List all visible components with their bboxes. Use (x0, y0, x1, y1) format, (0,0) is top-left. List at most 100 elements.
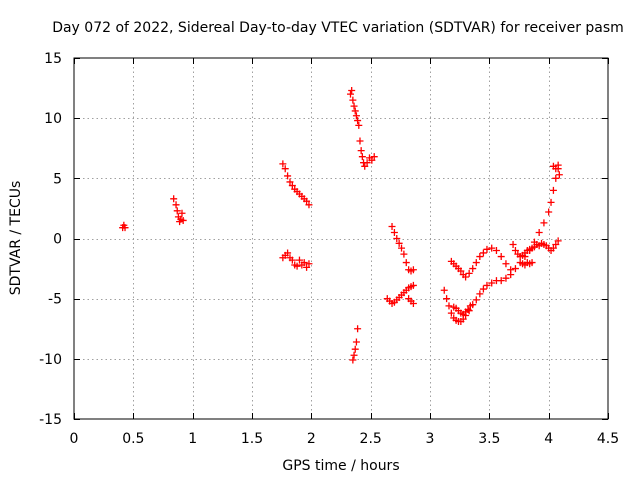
data-point (368, 156, 376, 164)
y-tick-labels: -15 -10 -5 0 5 10 15 (39, 51, 62, 428)
data-point (509, 241, 517, 249)
data-point (349, 356, 357, 364)
data-point (472, 296, 480, 304)
series-arc-3 (279, 160, 313, 209)
data-point (492, 247, 500, 255)
series-arc-15 (549, 161, 563, 179)
data-point (497, 277, 505, 285)
data-point (295, 256, 303, 264)
data-point (170, 195, 178, 203)
data-point (409, 281, 417, 289)
data-point (464, 305, 472, 313)
data-point (479, 285, 487, 293)
series-arc-5 (346, 86, 378, 170)
data-point (173, 207, 181, 215)
data-point (395, 239, 403, 247)
data-point (121, 224, 129, 232)
data-point (552, 165, 560, 173)
data-point (488, 244, 496, 252)
data-point (393, 235, 401, 242)
data-point (409, 266, 417, 274)
data-point (351, 345, 359, 353)
data-point (462, 273, 470, 281)
data-point (350, 351, 358, 359)
data-point (357, 147, 365, 155)
data-point (354, 325, 362, 333)
data-point (284, 249, 292, 257)
data-point (445, 302, 453, 310)
data-point (370, 153, 378, 161)
data-points (119, 86, 563, 364)
data-point (288, 256, 296, 264)
y-tick-label: 0 (53, 232, 62, 248)
data-point (363, 159, 371, 167)
data-point (305, 260, 313, 268)
x-tick-label: 1 (188, 431, 197, 447)
data-point (472, 259, 480, 267)
data-point (447, 309, 455, 317)
data-point (356, 137, 364, 145)
data-point (179, 216, 187, 224)
x-tick-labels: 0 0.5 1 1.5 2 2.5 3 3.5 4 4.5 (70, 431, 620, 447)
data-point (178, 209, 186, 217)
data-point (465, 269, 473, 277)
data-point (348, 86, 356, 94)
x-tick-label: 2.5 (360, 431, 382, 447)
series-arc-4 (279, 249, 313, 271)
x-tick-label: 0 (70, 431, 79, 447)
series-arc-2 (170, 195, 187, 226)
data-point (284, 172, 292, 180)
data-point (465, 307, 473, 315)
data-point (457, 267, 465, 275)
data-point (549, 186, 557, 194)
data-point (293, 262, 301, 270)
y-tick-label: -5 (48, 292, 62, 308)
data-point (466, 302, 474, 310)
series-arc-13 (509, 237, 562, 261)
data-point (547, 198, 555, 206)
data-point (352, 338, 360, 346)
data-point (303, 197, 311, 205)
series-arc-11 (447, 244, 515, 281)
data-point (354, 117, 362, 125)
data-point (479, 249, 487, 257)
y-tick-label: 15 (44, 51, 62, 67)
chart-title: Day 072 of 2022, Sidereal Day-to-day VTE… (52, 20, 624, 36)
data-point (488, 279, 496, 287)
y-axis-label: SDTVAR / TECUs (8, 181, 24, 296)
data-point (400, 250, 408, 258)
data-point (483, 245, 491, 253)
series-arc-6 (349, 325, 362, 364)
data-point (540, 219, 548, 227)
data-point (305, 201, 313, 209)
x-tick-label: 3 (426, 431, 435, 447)
data-point (502, 260, 510, 268)
data-point (440, 286, 448, 294)
data-point (552, 174, 560, 182)
series-arc-8 (383, 281, 417, 307)
data-point (300, 259, 308, 267)
data-point (352, 112, 360, 120)
data-point (346, 90, 354, 98)
data-point (281, 165, 289, 173)
data-point (511, 247, 519, 255)
y-tick-label: -10 (39, 352, 62, 368)
y-tick-label: 5 (53, 171, 62, 187)
y-tick-label: 10 (44, 111, 62, 127)
series-arc-14 (519, 259, 536, 269)
data-point (351, 107, 359, 115)
data-point (443, 295, 451, 303)
x-tick-label: 0.5 (122, 431, 144, 447)
data-point (398, 244, 406, 252)
data-point (476, 253, 484, 261)
axis-ticks (74, 58, 609, 420)
series-arc-12 (450, 302, 474, 318)
x-tick-label: 1.5 (241, 431, 263, 447)
data-point (388, 222, 396, 230)
data-point (355, 121, 363, 129)
x-axis-label: GPS time / hours (282, 458, 399, 474)
x-tick-label: 2 (307, 431, 316, 447)
data-point (507, 266, 515, 274)
data-point (555, 171, 563, 179)
